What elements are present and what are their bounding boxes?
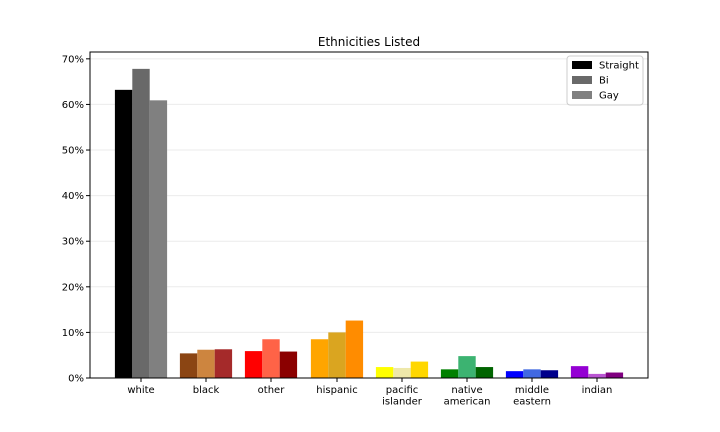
legend: Straight Bi Gay bbox=[566, 55, 644, 106]
x-tick-label: hispanic bbox=[316, 385, 357, 396]
y-tick-label: 40% bbox=[62, 191, 84, 202]
bar bbox=[570, 366, 589, 378]
bar bbox=[279, 351, 298, 378]
bars bbox=[114, 68, 624, 378]
legend-label: Straight bbox=[599, 61, 639, 72]
y-tick-label: 60% bbox=[62, 100, 84, 111]
legend-swatch bbox=[572, 91, 592, 99]
bar bbox=[114, 89, 133, 378]
chart-title: Ethnicities Listed bbox=[318, 35, 420, 49]
bar bbox=[197, 349, 215, 378]
bar bbox=[475, 367, 494, 378]
x-tick-label: other bbox=[258, 385, 286, 396]
y-tick-label: 70% bbox=[62, 54, 84, 65]
bar bbox=[328, 332, 346, 378]
bar bbox=[458, 356, 476, 378]
bar bbox=[214, 349, 233, 378]
bar bbox=[310, 339, 329, 378]
x-tick-label: indian bbox=[582, 385, 613, 396]
x-tick-label: black bbox=[193, 385, 220, 396]
bar bbox=[132, 68, 150, 378]
bar bbox=[345, 320, 364, 378]
y-tick-label: 50% bbox=[62, 146, 84, 157]
gridlines bbox=[90, 58, 648, 379]
y-tick-label: 0% bbox=[68, 374, 84, 385]
bar bbox=[410, 361, 429, 378]
legend-label: Bi bbox=[599, 76, 609, 87]
x-tick-label: american bbox=[444, 397, 491, 408]
bar bbox=[244, 351, 263, 378]
bar bbox=[179, 353, 198, 378]
bar bbox=[605, 372, 624, 378]
x-tick-label: islander bbox=[382, 397, 423, 408]
bar bbox=[393, 367, 411, 378]
x-tick-label: native bbox=[451, 385, 482, 396]
legend-label: Gay bbox=[599, 91, 619, 102]
x-tick-label: eastern bbox=[513, 397, 551, 408]
y-tick-label: 20% bbox=[62, 282, 84, 293]
plot-area-frame bbox=[89, 51, 649, 379]
legend-swatch bbox=[572, 61, 592, 69]
bar bbox=[523, 369, 541, 378]
bar bbox=[588, 373, 606, 378]
bar bbox=[149, 100, 168, 378]
legend-swatch bbox=[572, 76, 592, 84]
x-tick-label: white bbox=[127, 385, 154, 396]
x-tick-label: middle bbox=[515, 385, 549, 396]
y-tick-label: 30% bbox=[62, 237, 84, 248]
bar bbox=[505, 371, 524, 378]
bar bbox=[440, 369, 459, 378]
bar bbox=[540, 370, 559, 378]
y-tick-label: 10% bbox=[62, 328, 84, 339]
x-tick-label: pacific bbox=[386, 385, 419, 396]
y-axis: 0% 10% 20% 30% 40% 50% 60% 70% bbox=[62, 54, 90, 385]
bar bbox=[375, 367, 394, 378]
bar bbox=[262, 339, 280, 378]
